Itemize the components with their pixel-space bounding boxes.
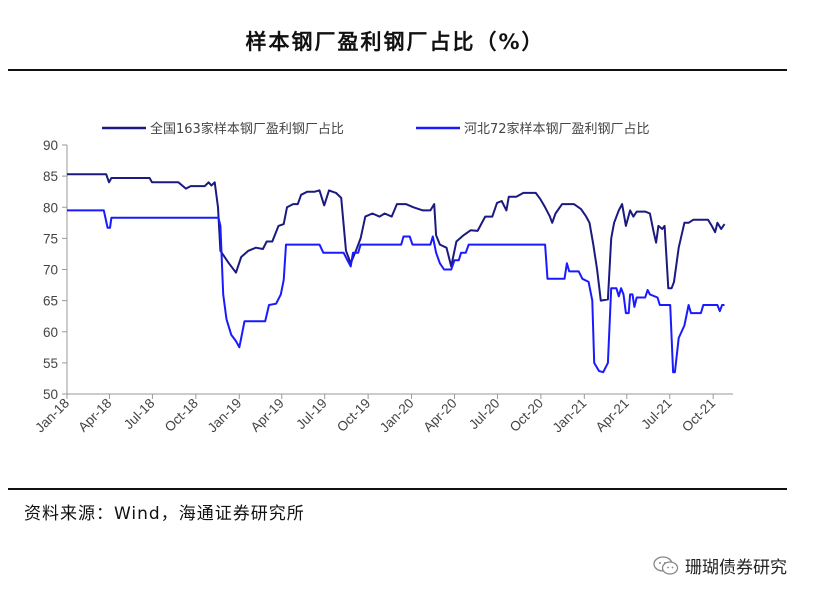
x-tick-label: Jan-20 — [377, 396, 417, 436]
x-tick-label: Apr-19 — [248, 396, 287, 435]
x-tick-label: Jul-20 — [466, 396, 503, 433]
y-tick-label: 70 — [43, 263, 58, 278]
series-line-2 — [67, 209, 725, 374]
wechat-icon — [653, 555, 679, 575]
x-tick-label: Apr-18 — [75, 396, 114, 435]
y-tick-label: 65 — [43, 294, 58, 309]
y-tick-label: 80 — [43, 200, 58, 215]
y-tick-label: 90 — [43, 138, 58, 153]
x-axis: Jan-18 Apr-18 Jul-18 Oct-18 Jan-19 Apr-19 Jul-… — [32, 393, 733, 436]
x-tick-label: Apr-20 — [420, 396, 459, 435]
legend: 全国163家样本钢厂盈利钢厂占比 河北72家样本钢厂盈利钢厂占比 — [102, 121, 650, 137]
legend-label-2: 河北72家样本钢厂盈利钢厂占比 — [464, 121, 650, 137]
series-lines — [67, 173, 726, 374]
y-tick-label: 60 — [43, 325, 58, 340]
series-line-1 — [67, 173, 726, 302]
watermark-text: 珊瑚债券研究 — [685, 558, 787, 578]
watermark: 珊瑚债券研究 — [653, 553, 787, 578]
source-divider — [8, 488, 787, 490]
x-tick-label: Apr-21 — [593, 396, 632, 435]
x-tick-label: Oct-19 — [334, 396, 373, 435]
x-tick-label: Jul-18 — [121, 396, 158, 433]
y-axis: 50 55 60 65 70 75 80 85 90 — [43, 138, 68, 402]
y-tick-label: 75 — [43, 231, 58, 246]
y-tick-label: 55 — [43, 356, 58, 371]
x-tick-label: Oct-21 — [679, 396, 718, 435]
x-tick-label: Jan-21 — [550, 396, 590, 436]
x-tick-label: Jan-19 — [205, 396, 245, 436]
x-tick-label: Jul-19 — [293, 396, 330, 433]
x-tick-label: Jul-21 — [638, 396, 675, 433]
title-divider — [8, 69, 787, 71]
chart-title: 样本钢厂盈利钢厂占比（%） — [245, 30, 545, 54]
y-tick-label: 85 — [43, 169, 58, 184]
legend-label-1: 全国163家样本钢厂盈利钢厂占比 — [150, 121, 344, 137]
source-note: 资料来源：Wind，海通证券研究所 — [24, 504, 305, 524]
x-tick-label: Oct-18 — [162, 396, 201, 435]
y-tick-label: 50 — [43, 387, 58, 402]
x-tick-label: Oct-20 — [507, 396, 546, 435]
